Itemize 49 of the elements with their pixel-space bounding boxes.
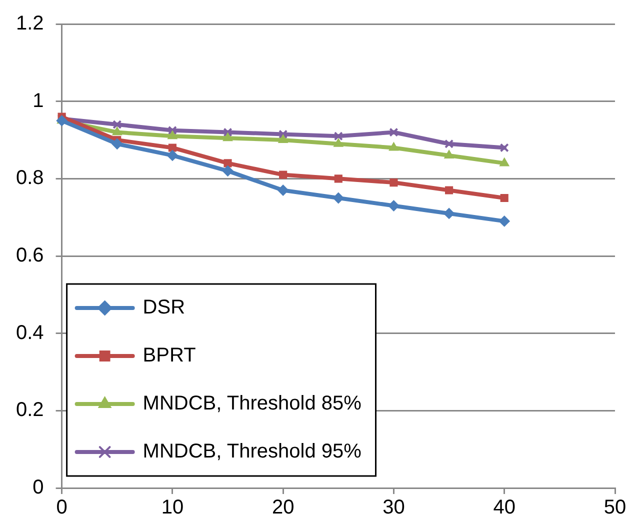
point: [444, 139, 454, 148]
point: [389, 128, 398, 137]
point: [334, 138, 344, 147]
point: [222, 132, 233, 142]
point: [500, 143, 509, 152]
point: [278, 184, 289, 196]
point: [112, 126, 122, 136]
point: [390, 178, 398, 187]
point: [168, 130, 178, 140]
point: [168, 126, 177, 135]
point: [168, 144, 176, 152]
point: [445, 186, 454, 194]
point: [56, 115, 68, 126]
point: [388, 142, 399, 151]
point: [444, 150, 454, 158]
point: [278, 130, 288, 139]
point: [112, 120, 122, 130]
y-tick-label: 1.2: [16, 12, 44, 35]
point: [388, 200, 400, 212]
point: [166, 150, 178, 161]
x-tick-label: 30: [382, 496, 405, 519]
x-tick-label: 20: [272, 496, 294, 519]
point: [279, 170, 288, 179]
point: [500, 194, 508, 202]
legend-label: MNDCB, Threshold 95%: [142, 440, 362, 463]
y-tick-label: 0.8: [16, 167, 44, 190]
x-tick-label: 10: [161, 496, 184, 519]
x-tick-label: 0: [56, 496, 68, 519]
point: [444, 208, 455, 219]
y-tick-label: 0: [32, 476, 44, 499]
point: [224, 159, 232, 168]
point: [112, 138, 123, 150]
point: [332, 192, 344, 204]
y-tick-label: 1: [32, 90, 44, 112]
legend-label: MNDCB, Threshold 85%: [142, 392, 362, 415]
point: [222, 165, 234, 176]
point: [223, 128, 232, 137]
legend-label: BPRT: [142, 344, 196, 367]
point: [498, 216, 510, 227]
y-tick-label: 0.2: [16, 399, 44, 422]
x-tick-label: 40: [493, 496, 516, 519]
legend-label: DSR: [142, 296, 186, 319]
point: [334, 174, 342, 183]
point: [334, 132, 343, 141]
point: [500, 158, 510, 166]
point: [278, 134, 288, 143]
y-tick-label: 0.6: [16, 244, 44, 267]
y-tick-label: 0.4: [16, 322, 44, 344]
x-tick-label: 50: [604, 496, 626, 519]
